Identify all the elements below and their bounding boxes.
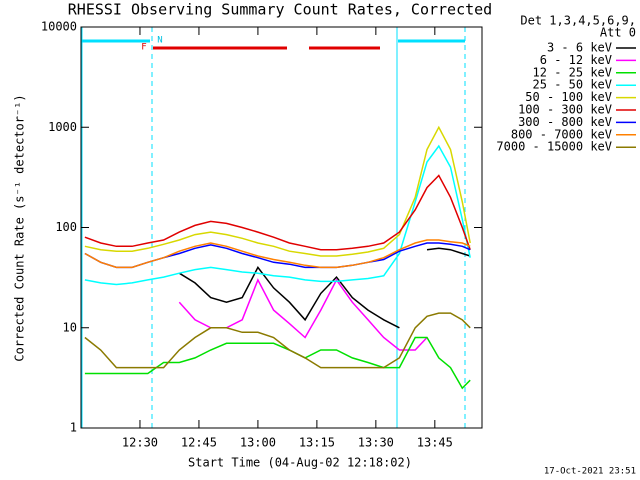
y-tick-label: 100 (55, 220, 77, 234)
legend-label: 7000 - 15000 keV (496, 140, 612, 154)
series-line (84, 125, 471, 257)
legend-label: 300 - 800 keV (518, 115, 612, 129)
legend-label: 25 - 50 keV (533, 78, 612, 92)
x-axis-label: Start Time (04-Aug-02 12:18:02) (188, 456, 412, 470)
series-line (84, 336, 471, 390)
x-tick-label: 12:45 (181, 436, 217, 450)
x-tick-label: 12:30 (122, 436, 158, 450)
series-line (84, 144, 471, 286)
series-line (178, 278, 428, 351)
series-line (84, 174, 471, 251)
y-axis-label: Corrected Count Rate (s⁻¹ detector⁻¹) (13, 94, 27, 361)
series-line (84, 239, 471, 269)
chart-title: RHESSI Observing Summary Count Rates, Co… (68, 1, 492, 19)
legend-title: Att 0 (600, 26, 636, 40)
legend-label: 800 - 7000 keV (511, 127, 612, 141)
x-tick-label: 13:45 (417, 436, 453, 450)
legend-title: Det 1,3,4,5,6,9, (520, 14, 636, 28)
x-tick-label: 13:00 (240, 436, 276, 450)
y-tick-label: 1000 (48, 120, 77, 134)
legend-label: 50 - 100 keV (525, 90, 612, 104)
series-line (178, 247, 471, 329)
footer: 17-Oct-2021 23:51 (544, 467, 636, 477)
x-tick-label: 13:15 (299, 436, 335, 450)
legend-label: 6 - 12 keV (540, 53, 612, 67)
legend-label: 3 - 6 keV (547, 41, 612, 55)
x-tick-label: 13:30 (358, 436, 394, 450)
y-tick-label: 1 (70, 421, 77, 435)
series-line (84, 312, 471, 369)
legend-label: 100 - 300 keV (518, 103, 612, 117)
annotation: F (141, 43, 146, 53)
y-tick-label: 10 (63, 320, 77, 334)
annotation: N (157, 36, 162, 46)
y-tick-label: 10000 (41, 20, 77, 34)
legend-label: 12 - 25 keV (533, 65, 612, 79)
